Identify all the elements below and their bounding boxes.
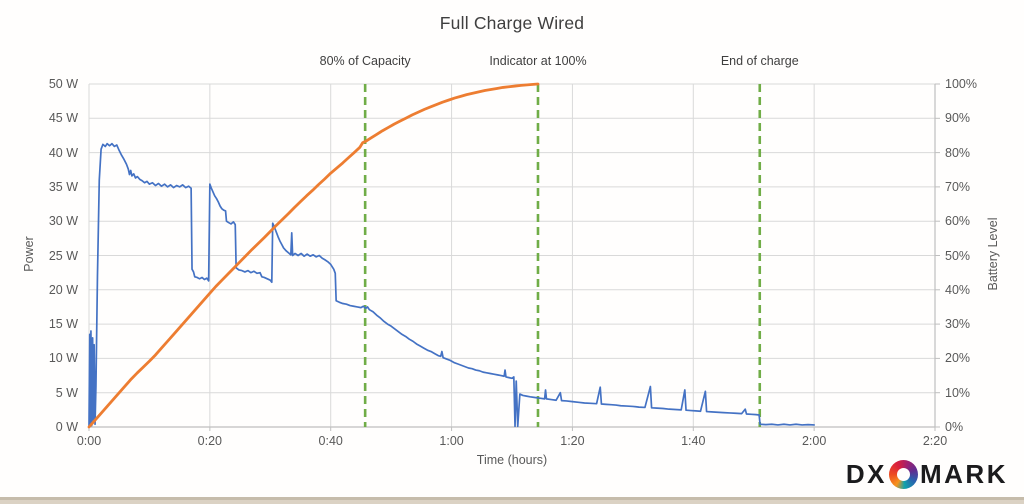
power-series-line xyxy=(88,142,815,428)
y-axis-title-battery: Battery Level xyxy=(986,217,1000,291)
y-tick-label-battery: 60% xyxy=(945,214,971,229)
battery-series-line xyxy=(87,82,540,429)
y-tick-label-battery: 50% xyxy=(945,248,971,263)
x-tick-label: 1:20 xyxy=(560,434,585,448)
x-tick-label: 1:00 xyxy=(439,434,464,448)
bottom-strip xyxy=(0,497,1024,504)
x-tick-label: 2:00 xyxy=(801,434,827,448)
x-tick-label: 1:40 xyxy=(681,434,706,448)
annotation-label: End of charge xyxy=(720,54,799,68)
y-tick-label-battery: 0% xyxy=(945,420,964,434)
dxomark-logo: DX MARK xyxy=(846,459,1008,490)
y-tick-label-power: 5 W xyxy=(55,385,78,400)
y-tick-label-battery: 20% xyxy=(945,351,971,366)
y-tick-label-battery: 90% xyxy=(945,111,971,126)
logo-text-mark: MARK xyxy=(920,459,1008,489)
y-axis-title-power: Power xyxy=(22,236,36,272)
y-tick-label-power: 0 W xyxy=(55,420,78,434)
x-tick-label: 2:20 xyxy=(922,434,948,448)
chart-title: Full Charge Wired xyxy=(439,13,585,33)
y-tick-label-battery: 10% xyxy=(945,385,971,400)
y-tick-label-battery: 40% xyxy=(945,282,971,297)
annotation-label: Indicator at 100% xyxy=(489,54,587,68)
y-tick-label-power: 50 W xyxy=(48,77,78,91)
x-tick-label: 0:20 xyxy=(197,434,223,448)
x-tick-label: 0:40 xyxy=(318,434,343,448)
y-tick-label-battery: 30% xyxy=(945,317,971,332)
x-axis-title: Time (hours) xyxy=(476,453,548,467)
y-tick-label-power: 30 W xyxy=(48,214,78,229)
y-tick-label-power: 45 W xyxy=(48,111,78,126)
y-tick-label-power: 40 W xyxy=(48,145,78,160)
y-tick-label-power: 20 W xyxy=(48,282,78,297)
logo-text-dx: DX xyxy=(845,459,887,489)
y-tick-label-power: 35 W xyxy=(48,179,78,194)
y-tick-label-battery: 70% xyxy=(945,179,971,194)
annotation-label: 80% of Capacity xyxy=(319,54,411,68)
x-tick-label: 0:00 xyxy=(76,434,102,448)
y-tick-label-battery: 80% xyxy=(945,145,971,160)
dxomark-o-icon xyxy=(889,460,918,489)
y-tick-label-battery: 100% xyxy=(945,77,977,91)
y-tick-label-power: 25 W xyxy=(48,248,78,263)
y-tick-label-power: 15 W xyxy=(48,317,78,332)
y-tick-label-power: 10 W xyxy=(48,351,78,366)
